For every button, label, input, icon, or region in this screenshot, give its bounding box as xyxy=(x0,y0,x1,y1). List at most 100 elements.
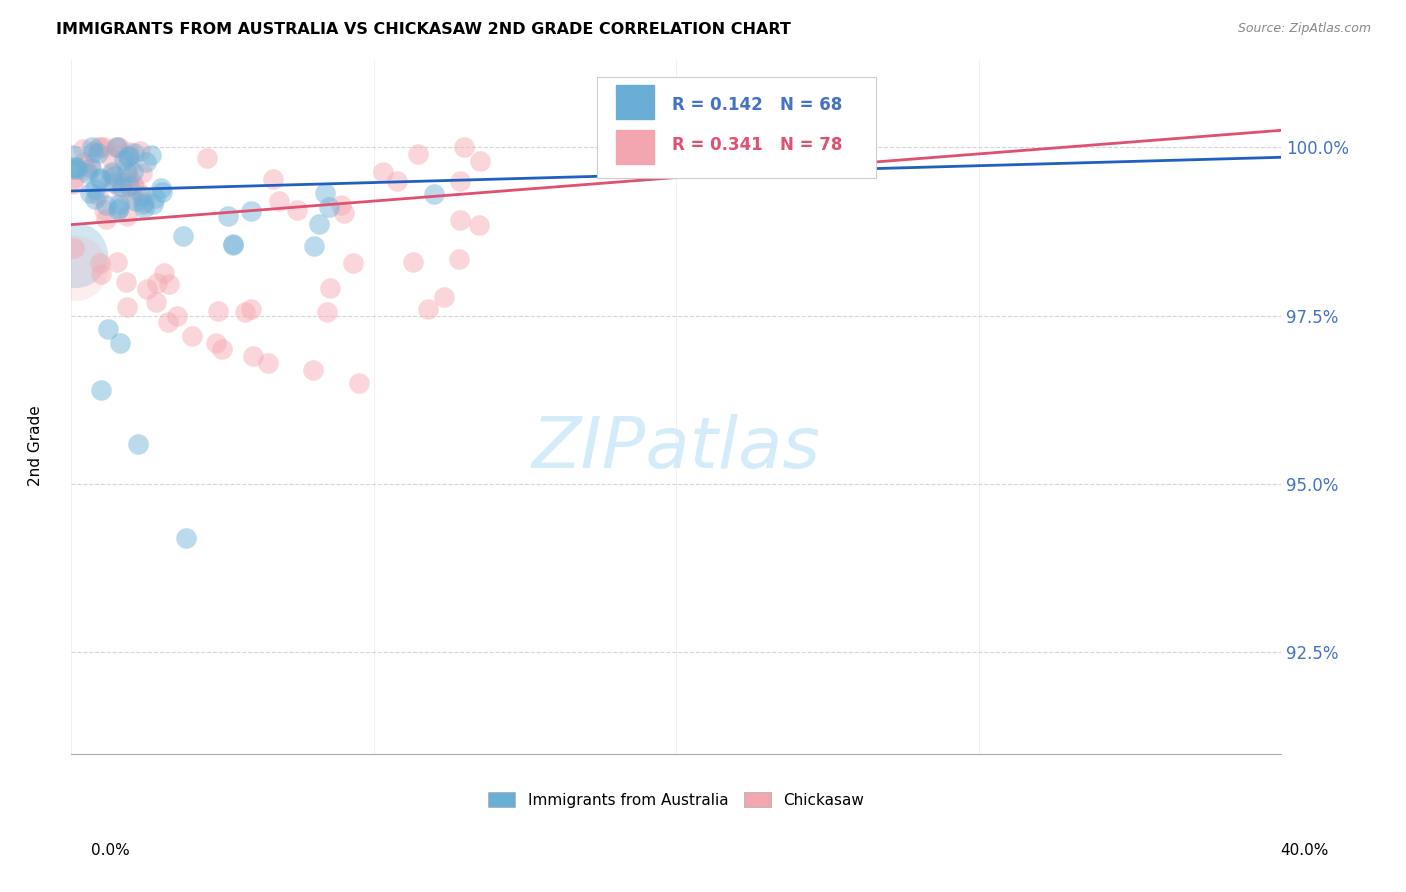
Point xyxy=(66,162,89,177)
Point xyxy=(121,178,143,193)
Point xyxy=(124,145,146,160)
Point xyxy=(285,203,308,218)
Point xyxy=(157,315,180,329)
Point xyxy=(329,198,352,212)
Point xyxy=(93,140,115,154)
Point xyxy=(319,280,342,294)
Point xyxy=(76,166,98,180)
Point xyxy=(107,203,129,218)
Point xyxy=(110,183,132,197)
Point xyxy=(132,201,155,215)
Point xyxy=(121,190,143,204)
Point xyxy=(93,202,115,217)
Text: Source: ZipAtlas.com: Source: ZipAtlas.com xyxy=(1237,22,1371,36)
Point xyxy=(76,163,98,178)
Point xyxy=(166,309,188,323)
Point xyxy=(131,188,153,202)
Point xyxy=(82,145,104,160)
Point xyxy=(87,188,110,202)
Point xyxy=(145,295,167,310)
Point xyxy=(117,165,139,179)
Text: IMMIGRANTS FROM AUSTRALIA VS CHICKASAW 2ND GRADE CORRELATION CHART: IMMIGRANTS FROM AUSTRALIA VS CHICKASAW 2… xyxy=(56,22,792,37)
Point xyxy=(107,201,129,215)
Point xyxy=(308,217,330,231)
Point xyxy=(107,197,129,211)
Point xyxy=(62,148,84,162)
Point xyxy=(195,151,218,165)
Point xyxy=(112,153,135,167)
Point xyxy=(423,187,446,202)
Point xyxy=(94,211,117,226)
Point xyxy=(125,194,148,208)
Point xyxy=(449,213,471,227)
Point xyxy=(127,184,149,198)
Point xyxy=(239,301,262,316)
Point xyxy=(114,275,136,289)
Point xyxy=(90,267,112,281)
Point xyxy=(145,277,167,291)
Point xyxy=(62,160,84,174)
Point xyxy=(262,172,284,186)
Point xyxy=(211,343,233,357)
Legend: Immigrants from Australia, Chickasaw: Immigrants from Australia, Chickasaw xyxy=(481,784,872,815)
Point xyxy=(62,170,84,185)
Point xyxy=(62,162,84,177)
Point xyxy=(73,155,96,169)
Point xyxy=(256,356,278,370)
Point xyxy=(117,149,139,163)
Point xyxy=(142,196,165,211)
Point xyxy=(347,376,370,390)
Point xyxy=(89,256,111,270)
Point xyxy=(222,237,245,252)
Point xyxy=(105,140,128,154)
Bar xyxy=(616,130,654,164)
Point xyxy=(467,218,489,232)
Point xyxy=(79,186,101,201)
Point xyxy=(233,305,256,319)
Point xyxy=(143,191,166,205)
Point xyxy=(89,171,111,186)
Point xyxy=(401,255,423,269)
Point xyxy=(385,173,408,187)
Point xyxy=(318,200,340,214)
Point xyxy=(112,176,135,190)
FancyBboxPatch shape xyxy=(598,77,876,178)
Point xyxy=(118,179,141,194)
Point xyxy=(100,167,122,181)
Point xyxy=(105,254,128,268)
Point xyxy=(453,140,475,154)
Point xyxy=(103,177,125,191)
Text: 0.0%: 0.0% xyxy=(91,843,131,858)
Point xyxy=(172,228,194,243)
Point xyxy=(217,209,239,223)
Point xyxy=(153,266,176,280)
Point xyxy=(117,150,139,164)
Point xyxy=(302,362,325,376)
Point xyxy=(84,182,107,196)
Point xyxy=(89,171,111,186)
Point xyxy=(63,261,86,276)
Point xyxy=(79,157,101,171)
Point xyxy=(468,153,491,168)
Point xyxy=(449,174,471,188)
Point xyxy=(267,194,290,209)
Text: R = 0.142   N = 68: R = 0.142 N = 68 xyxy=(672,95,842,113)
Point xyxy=(101,165,124,179)
Point xyxy=(135,282,157,296)
Text: 2nd Grade: 2nd Grade xyxy=(28,406,42,486)
Point xyxy=(406,147,429,161)
Point xyxy=(115,300,138,314)
Point xyxy=(242,349,264,363)
Point xyxy=(135,155,157,169)
Point xyxy=(108,140,131,154)
Point xyxy=(433,290,456,304)
Point xyxy=(181,328,204,343)
Point xyxy=(90,383,112,397)
Point xyxy=(115,160,138,174)
Point xyxy=(418,301,440,316)
Point xyxy=(314,186,336,200)
Point xyxy=(122,177,145,191)
Point xyxy=(174,531,197,545)
Point xyxy=(121,165,143,179)
Point xyxy=(100,151,122,165)
